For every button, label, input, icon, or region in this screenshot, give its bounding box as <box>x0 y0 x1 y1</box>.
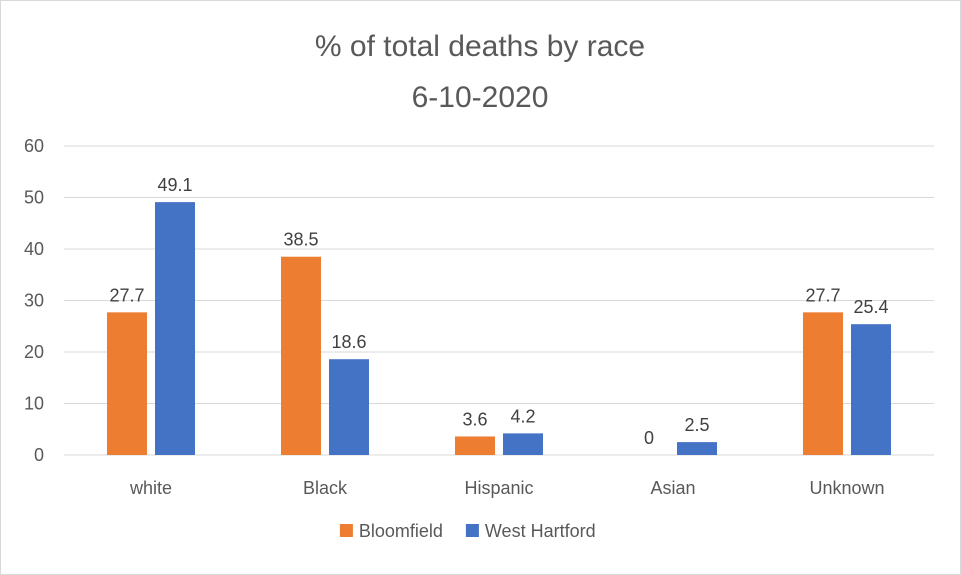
y-tick-label: 30 <box>24 291 44 311</box>
bar-bloomfield <box>455 436 495 455</box>
data-label: 38.5 <box>283 230 318 250</box>
x-category-label: Asian <box>650 478 695 498</box>
chart-subtitle: 6-10-2020 <box>412 81 549 114</box>
bar-west-hartford <box>851 324 891 455</box>
data-label: 49.1 <box>157 175 192 195</box>
bar-bloomfield <box>803 312 843 455</box>
bar-west-hartford <box>677 442 717 455</box>
legend: Bloomfield West Hartford <box>339 521 596 541</box>
y-tick-label: 10 <box>24 394 44 414</box>
data-label: 27.7 <box>109 285 144 305</box>
bar-west-hartford <box>329 359 369 455</box>
data-label: 4.2 <box>510 406 535 426</box>
x-axis-categories: white Black Hispanic Asian Unknown <box>129 478 885 498</box>
bar-west-hartford <box>503 433 543 455</box>
chart-title: % of total deaths by race <box>315 30 645 63</box>
y-tick-label: 40 <box>24 239 44 259</box>
data-label: 0 <box>644 428 654 448</box>
data-labels: 27.7 49.1 38.5 18.6 3.6 4.2 0 2.5 27.7 25.4 <box>109 175 888 448</box>
legend-label: Bloomfield <box>359 521 443 541</box>
legend-swatch <box>465 524 479 537</box>
x-category-label: Unknown <box>809 478 884 498</box>
legend-label: West Hartford <box>485 521 596 541</box>
bar-west-hartford <box>155 202 195 455</box>
y-tick-label: 0 <box>34 445 44 465</box>
y-tick-label: 60 <box>24 136 44 156</box>
data-label: 27.7 <box>805 285 840 305</box>
data-label: 3.6 <box>462 409 487 429</box>
y-tick-label: 50 <box>24 188 44 208</box>
x-category-label: Black <box>303 478 348 498</box>
bars <box>107 202 891 455</box>
y-axis-ticks: 0 10 20 30 40 50 60 <box>24 136 44 465</box>
x-category-label: white <box>129 478 172 498</box>
data-label: 2.5 <box>684 415 709 435</box>
x-category-label: Hispanic <box>464 478 533 498</box>
bar-bloomfield <box>281 256 321 455</box>
data-label: 18.6 <box>331 332 366 352</box>
data-label: 25.4 <box>853 297 888 317</box>
y-tick-label: 20 <box>24 342 44 362</box>
legend-swatch <box>339 524 353 537</box>
bar-bloomfield <box>107 312 147 455</box>
gridlines <box>64 145 934 456</box>
